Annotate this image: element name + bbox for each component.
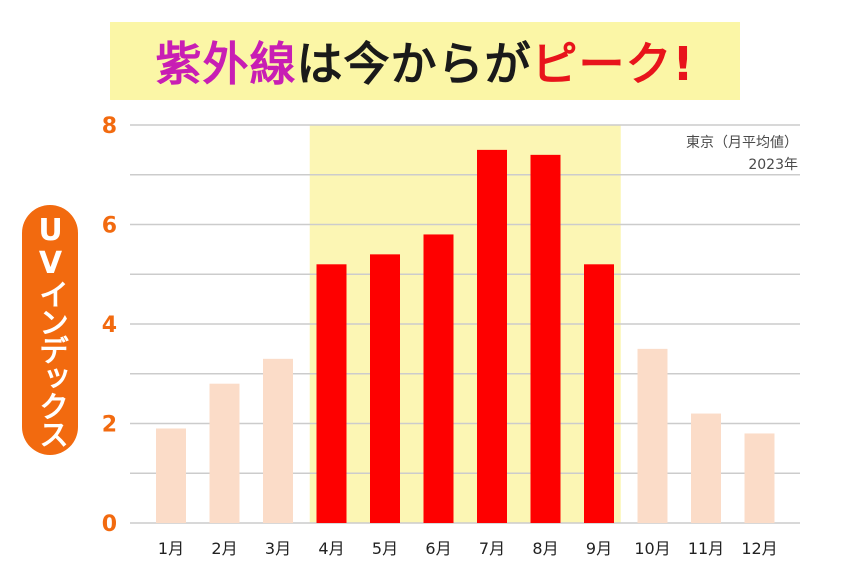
y-tick-label: 4	[102, 313, 117, 338]
x-tick-label: 12月	[741, 539, 777, 558]
chart-note: 東京（月平均値） 2023年	[686, 132, 798, 176]
bar-12	[744, 433, 775, 523]
bar-1	[156, 428, 186, 523]
note-location: 東京（月平均値）	[686, 135, 798, 151]
note-year: 2023年	[748, 157, 798, 173]
x-tick-label: 7月	[479, 539, 505, 558]
y-tick-label: 0	[102, 512, 117, 537]
y-tick-label: 6	[102, 214, 117, 239]
x-tick-label: 11月	[688, 539, 724, 558]
bar-4	[316, 264, 347, 523]
y-tick-label: 8	[102, 114, 117, 139]
x-tick-label: 2月	[211, 539, 237, 558]
x-tick-label: 3月	[265, 539, 291, 558]
title-part-middle: は今からが	[296, 37, 532, 91]
chart-title: 紫外線 は今からが ピーク!	[110, 22, 740, 100]
x-tick-label: 9月	[586, 539, 612, 558]
x-tick-label: 8月	[532, 539, 558, 558]
bar-2	[209, 383, 240, 523]
x-tick-label: 4月	[318, 539, 344, 558]
x-tick-label: 5月	[372, 539, 398, 558]
title-part-peak: ピーク!	[531, 37, 695, 91]
bar-3	[263, 358, 293, 523]
title-part-uv: 紫外線	[155, 37, 297, 91]
bar-11	[691, 413, 721, 523]
x-tick-label: 10月	[634, 539, 670, 558]
x-tick-label: 6月	[425, 539, 451, 558]
bar-9	[584, 264, 614, 523]
y-axis-label: UVインデックス	[22, 205, 78, 455]
bar-8	[530, 154, 561, 523]
bar-5	[370, 254, 400, 523]
bar-6	[423, 234, 454, 523]
y-axis-label-text: UVインデックス	[33, 213, 68, 447]
x-tick-label: 1月	[158, 539, 184, 558]
bar-10	[637, 348, 668, 523]
bar-7	[477, 149, 507, 523]
y-tick-label: 2	[102, 413, 117, 438]
